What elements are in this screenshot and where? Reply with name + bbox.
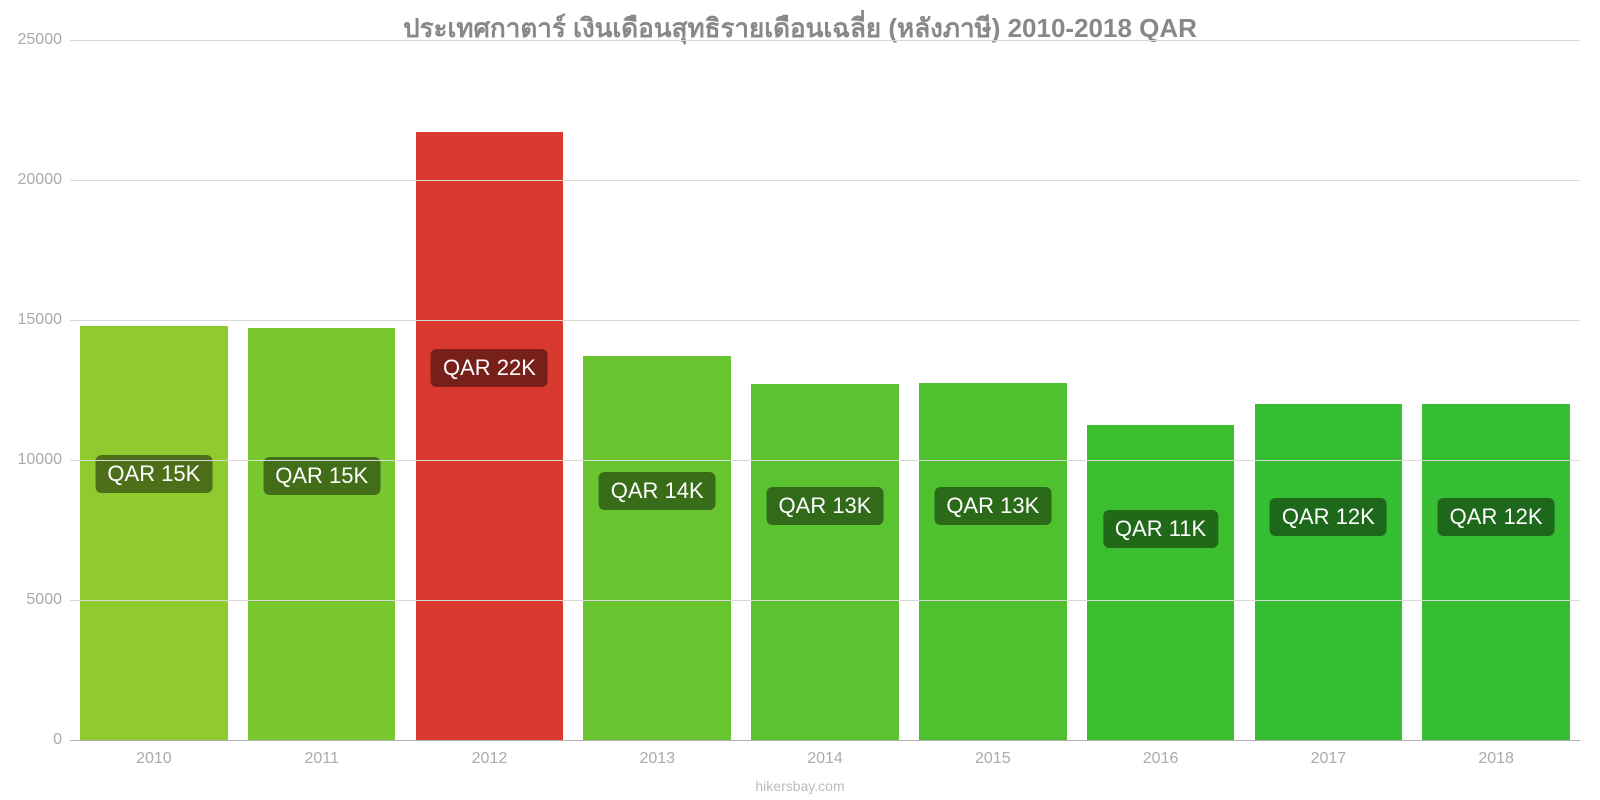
y-tick-label: 10000 bbox=[2, 451, 62, 469]
x-tick-label: 2010 bbox=[70, 750, 238, 768]
bar: QAR 13K bbox=[751, 384, 899, 740]
x-tick-label: 2014 bbox=[741, 750, 909, 768]
bar-slot: QAR 12K bbox=[1244, 40, 1412, 740]
x-tick-label: 2017 bbox=[1244, 750, 1412, 768]
attribution-text: hikersbay.com bbox=[755, 778, 844, 794]
grid-line bbox=[70, 40, 1580, 41]
bar-value-label: QAR 12K bbox=[1270, 498, 1387, 536]
bar-value-label: QAR 13K bbox=[767, 487, 884, 525]
bar-slot: QAR 13K bbox=[741, 40, 909, 740]
x-tick-label: 2015 bbox=[909, 750, 1077, 768]
bar: QAR 11K bbox=[1087, 425, 1235, 740]
grid-line bbox=[70, 460, 1580, 461]
bar-slot: QAR 13K bbox=[909, 40, 1077, 740]
bar-slot: QAR 22K bbox=[406, 40, 574, 740]
bar-value-label: QAR 22K bbox=[431, 349, 548, 387]
bar: QAR 12K bbox=[1422, 404, 1570, 740]
grid-line bbox=[70, 320, 1580, 321]
bar: QAR 14K bbox=[583, 356, 731, 740]
bar: QAR 13K bbox=[919, 383, 1067, 740]
y-axis: 0500010000150002000025000 bbox=[0, 40, 70, 740]
y-tick-label: 15000 bbox=[2, 311, 62, 329]
grid-line bbox=[70, 740, 1580, 741]
y-tick-label: 25000 bbox=[2, 31, 62, 49]
x-tick-label: 2016 bbox=[1077, 750, 1245, 768]
bar: QAR 12K bbox=[1255, 404, 1403, 740]
x-tick-label: 2012 bbox=[406, 750, 574, 768]
x-tick-label: 2011 bbox=[238, 750, 406, 768]
bar-value-label: QAR 15K bbox=[263, 457, 380, 495]
bar: QAR 22K bbox=[416, 132, 564, 740]
x-tick-label: 2018 bbox=[1412, 750, 1580, 768]
bar: QAR 15K bbox=[80, 326, 228, 740]
y-tick-label: 20000 bbox=[2, 171, 62, 189]
bar-slot: QAR 14K bbox=[573, 40, 741, 740]
bar-value-label: QAR 13K bbox=[934, 487, 1051, 525]
bar-value-label: QAR 11K bbox=[1103, 510, 1218, 548]
chart-plot-area: QAR 15K QAR 15K QAR 22K QAR 14K QAR 13K QAR 1… bbox=[70, 40, 1580, 740]
y-tick-label: 0 bbox=[2, 731, 62, 749]
x-axis-labels: 201020112012201320142015201620172018 bbox=[70, 750, 1580, 768]
bar-slot: QAR 12K bbox=[1412, 40, 1580, 740]
bar: QAR 15K bbox=[248, 328, 396, 740]
y-tick-label: 5000 bbox=[2, 591, 62, 609]
bar-value-label: QAR 14K bbox=[599, 472, 716, 510]
bars-container: QAR 15K QAR 15K QAR 22K QAR 14K QAR 13K QAR 1… bbox=[70, 40, 1580, 740]
bar-slot: QAR 15K bbox=[238, 40, 406, 740]
grid-line bbox=[70, 600, 1580, 601]
x-tick-label: 2013 bbox=[573, 750, 741, 768]
grid-line bbox=[70, 180, 1580, 181]
bar-slot: QAR 15K bbox=[70, 40, 238, 740]
bar-value-label: QAR 12K bbox=[1438, 498, 1555, 536]
bar-slot: QAR 11K bbox=[1077, 40, 1245, 740]
